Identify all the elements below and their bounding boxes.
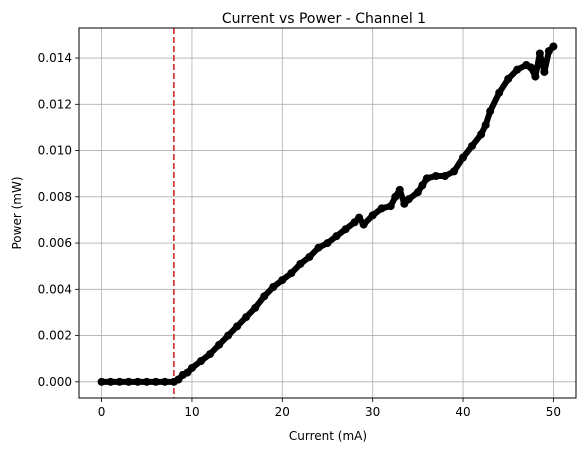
- data-point: [115, 377, 124, 386]
- data-point: [215, 340, 224, 349]
- data-point: [495, 88, 504, 97]
- data-point: [513, 65, 522, 74]
- data-point: [526, 63, 535, 72]
- data-point: [323, 239, 332, 248]
- data-point: [332, 232, 341, 241]
- data-point: [377, 204, 386, 213]
- data-point: [269, 283, 278, 291]
- data-point: [260, 292, 269, 301]
- data-point: [450, 167, 459, 176]
- data-point: [413, 188, 422, 197]
- x-tick-label: 0: [98, 405, 106, 419]
- data-point: [395, 185, 404, 194]
- y-tick-label: 0.008: [38, 190, 72, 204]
- x-tick-label: 10: [184, 405, 199, 419]
- data-point: [355, 213, 364, 222]
- y-tick-label: 0.014: [38, 51, 72, 65]
- data-point: [386, 202, 395, 211]
- data-point: [459, 153, 468, 162]
- data-point: [196, 357, 205, 365]
- x-tick-label: 50: [546, 405, 561, 419]
- data-point: [440, 172, 449, 180]
- y-axis-label: Power (mW): [10, 176, 24, 249]
- data-point: [97, 377, 106, 386]
- data-point: [368, 211, 377, 220]
- data-point: [431, 172, 440, 180]
- data-point: [106, 377, 115, 386]
- data-point: [224, 331, 233, 340]
- data-point: [242, 313, 251, 322]
- data-point: [481, 121, 490, 130]
- data-point: [531, 72, 540, 81]
- data-point: [187, 363, 196, 372]
- data-point: [341, 225, 350, 234]
- data-point: [549, 42, 558, 51]
- tick-layer: 0 10 20 30 40 50 0.000 0.002 0.004 0.006 0.008 0.01…: [38, 51, 561, 419]
- y-tick-label: 0.006: [38, 236, 72, 250]
- data-point: [359, 220, 368, 229]
- data-point: [404, 195, 413, 204]
- series-layer: [97, 42, 558, 386]
- data-point: [251, 303, 260, 312]
- plot-frame: [78, 27, 577, 399]
- data-point: [391, 192, 400, 201]
- y-tick-label: 0.002: [38, 329, 72, 343]
- data-point: [314, 243, 323, 252]
- data-point: [504, 74, 513, 83]
- data-point: [151, 377, 160, 386]
- data-point: [296, 259, 305, 268]
- data-point: [233, 322, 242, 331]
- data-point: [124, 377, 133, 386]
- data-point: [206, 350, 215, 359]
- x-tick-label: 30: [365, 405, 380, 419]
- x-tick-label: 40: [455, 405, 470, 419]
- data-point: [422, 174, 431, 183]
- y-tick-label: 0.010: [38, 144, 72, 158]
- data-point: [418, 181, 427, 190]
- data-point: [142, 377, 151, 386]
- data-point: [540, 67, 549, 76]
- data-point: [133, 377, 142, 386]
- data-point: [305, 252, 314, 261]
- data-point: [160, 377, 169, 386]
- data-point: [535, 49, 544, 58]
- data-point: [468, 141, 477, 150]
- y-tick-label: 0.000: [38, 375, 72, 389]
- x-tick-label: 20: [275, 405, 290, 419]
- y-tick-label: 0.012: [38, 97, 72, 111]
- data-point: [477, 130, 486, 139]
- data-point: [287, 269, 296, 278]
- y-tick-label: 0.004: [38, 282, 72, 296]
- data-point: [278, 276, 287, 285]
- x-axis-label: Current (mA): [289, 429, 367, 443]
- data-point: [486, 107, 495, 116]
- chart-title: Current vs Power - Channel 1: [222, 11, 426, 27]
